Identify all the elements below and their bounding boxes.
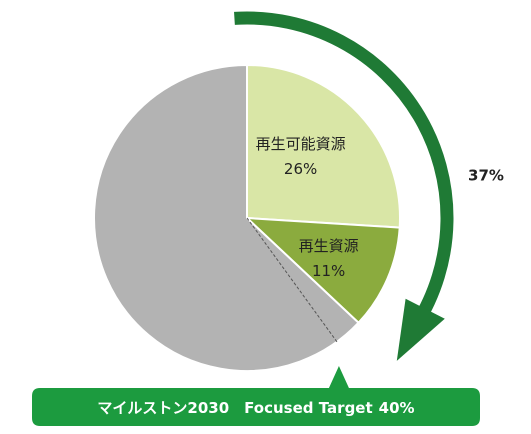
target-line: [246, 217, 338, 343]
slice-label: 再生可能資源: [256, 135, 346, 153]
progress-arrow: [234, 11, 454, 329]
slice-label: 再生資源: [299, 237, 359, 255]
callout-box: [32, 366, 480, 426]
callout-value: 40%: [379, 399, 415, 417]
pie-slice: [246, 63, 401, 229]
callout-title: マイルストン2030 Focused Target: [97, 399, 372, 417]
arrow-head: [396, 298, 445, 361]
callout-text: マイルストン2030 Focused Target 40%: [97, 399, 414, 417]
pie-slice: [244, 216, 401, 325]
slice-value-label: 11%: [312, 262, 345, 280]
pie-slice: [93, 63, 360, 372]
slice-value-label: 26%: [284, 160, 317, 178]
arrow-label: 37%: [468, 167, 504, 185]
